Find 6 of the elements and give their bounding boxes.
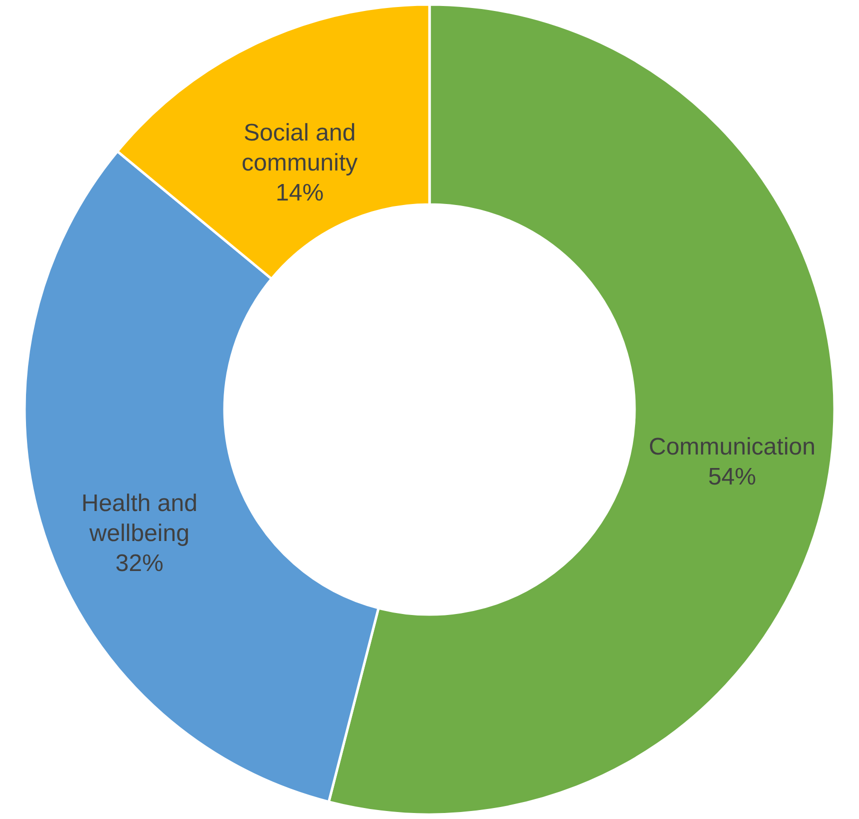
slice-label: Health and wellbeing (81, 490, 198, 547)
data-label: 32% (115, 550, 164, 577)
slice-label: Communication (648, 434, 816, 461)
data-label: 14% (276, 180, 324, 207)
data-label: 54% (708, 464, 756, 491)
slice-label: Social and community (242, 120, 358, 177)
